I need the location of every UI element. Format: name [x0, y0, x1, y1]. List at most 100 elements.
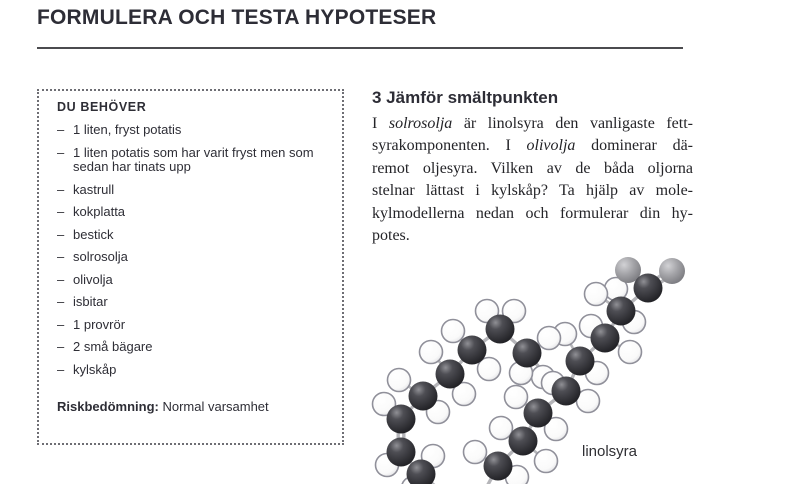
carbon-atom [633, 273, 663, 303]
bond [579, 359, 598, 375]
article-paragraph: I solrosolja är linolsyra den vanligaste… [372, 113, 693, 247]
carbon-atom [523, 398, 553, 428]
carbon-atom [512, 338, 542, 368]
bond [448, 373, 466, 395]
carbon-atom [508, 426, 538, 456]
text-run: potes. [372, 226, 410, 244]
paragraph-line: I solrosolja är linolsyra den vanligaste… [372, 113, 693, 135]
item-dash: – [57, 316, 65, 332]
item-text: isbitar [73, 294, 108, 309]
item-text: 1 provrör [73, 316, 126, 332]
bond [399, 450, 423, 476]
bond [620, 310, 635, 323]
item-dash: – [57, 144, 65, 160]
materials-item: – kylskåp [57, 361, 326, 378]
item-text: solrosolja [73, 249, 128, 264]
bond [419, 472, 436, 484]
hydrogen-atom [552, 321, 578, 347]
item-dash: – [57, 294, 65, 309]
carbon-atom [590, 323, 620, 353]
molecule-label: linolsyra [582, 443, 638, 460]
hydrogen-atom [440, 318, 466, 344]
item-dash: – [57, 361, 65, 377]
item-dash: – [57, 122, 65, 137]
item-text: 1 liten potatis som har varit fryst men … [73, 144, 314, 174]
text-run: är linolsyra den vanligaste fett- [452, 115, 694, 132]
item-dash: – [57, 204, 65, 219]
hydrogen-atom [488, 415, 514, 441]
text-run: I [372, 115, 389, 132]
hydrogen-atom [386, 367, 412, 393]
hydrogen-atom [530, 364, 556, 390]
page-title: FORMULERA OCH TESTA HYPOTESER [37, 6, 437, 29]
materials-item: – isbitar [57, 294, 326, 310]
materials-item: – olivolja [57, 271, 326, 288]
bond [421, 372, 452, 398]
hydrogen-atom [508, 360, 534, 386]
carbon-atom [386, 404, 416, 434]
bond [536, 389, 568, 415]
risk-value: Normal varsamhet [158, 399, 269, 414]
section-heading: 3 Jämför smältpunkten [372, 88, 559, 107]
bond [578, 336, 607, 363]
text-run: syrakomponenten. I [372, 137, 527, 155]
materials-item: – solrosolja [57, 249, 326, 265]
hydrogen-atom [543, 416, 569, 442]
bond [526, 352, 554, 384]
hydrogen-atom [536, 325, 562, 351]
bond [564, 360, 582, 392]
oxygen-atom [659, 258, 685, 284]
item-dash: – [57, 339, 65, 354]
bond [526, 336, 550, 355]
item-text: kastrull [73, 181, 115, 197]
item-dash: – [57, 271, 65, 287]
hydrogen-atom [621, 309, 647, 335]
bond [471, 349, 490, 370]
bond [413, 473, 423, 484]
carbon-atom [408, 381, 438, 411]
title-rule [37, 47, 683, 49]
hydrogen-atom [425, 399, 451, 425]
bond [498, 310, 516, 330]
bond [590, 325, 606, 339]
double-bond [648, 271, 675, 292]
bond [419, 455, 435, 475]
item-text: bestick [73, 226, 114, 242]
bond [383, 403, 402, 420]
bond [565, 389, 589, 403]
carbon-atom [435, 359, 465, 389]
bond [474, 450, 499, 468]
hydrogen-atom [374, 452, 400, 478]
carbon-atom [386, 437, 416, 467]
oxygen-atom [615, 257, 641, 283]
item-dash: – [57, 249, 65, 264]
materials-item: – kastrull [57, 181, 326, 198]
hydrogen-atom [476, 356, 502, 382]
bond [515, 395, 539, 415]
bond [595, 292, 622, 313]
materials-header: DU BEHÖVER [57, 100, 147, 114]
bond [525, 351, 559, 390]
italic-term: olivolja [526, 137, 576, 155]
risk-label: Riskbedömning: [57, 399, 159, 414]
item-text: 1 liten, fryst potatis [73, 122, 182, 137]
bond [398, 378, 424, 398]
materials-item: –2 små bägare [57, 339, 326, 355]
hydrogen-atom [533, 448, 559, 474]
hydrogen-atom [575, 388, 601, 414]
carbon-atom [551, 376, 581, 406]
materials-list: –1 liten, fryst potatis –1 liten potatis … [57, 122, 326, 378]
hydrogen-atom [578, 313, 604, 339]
paragraph-line: stelnar lättast i kylskåp? Ta hjälp av m… [372, 180, 693, 202]
bond [521, 412, 540, 442]
hydrogen-atom [371, 391, 397, 417]
bond [500, 426, 524, 443]
bond [619, 286, 650, 313]
item-text: 2 små bägare [73, 339, 153, 354]
carbon-atom [485, 314, 515, 344]
materials-item: – bestick [57, 226, 326, 243]
paragraph-line: potes. [372, 225, 693, 247]
hydrogen-atom [584, 360, 610, 386]
paragraph-line: kylmodellerna nedan och formulerar din h… [372, 203, 693, 225]
